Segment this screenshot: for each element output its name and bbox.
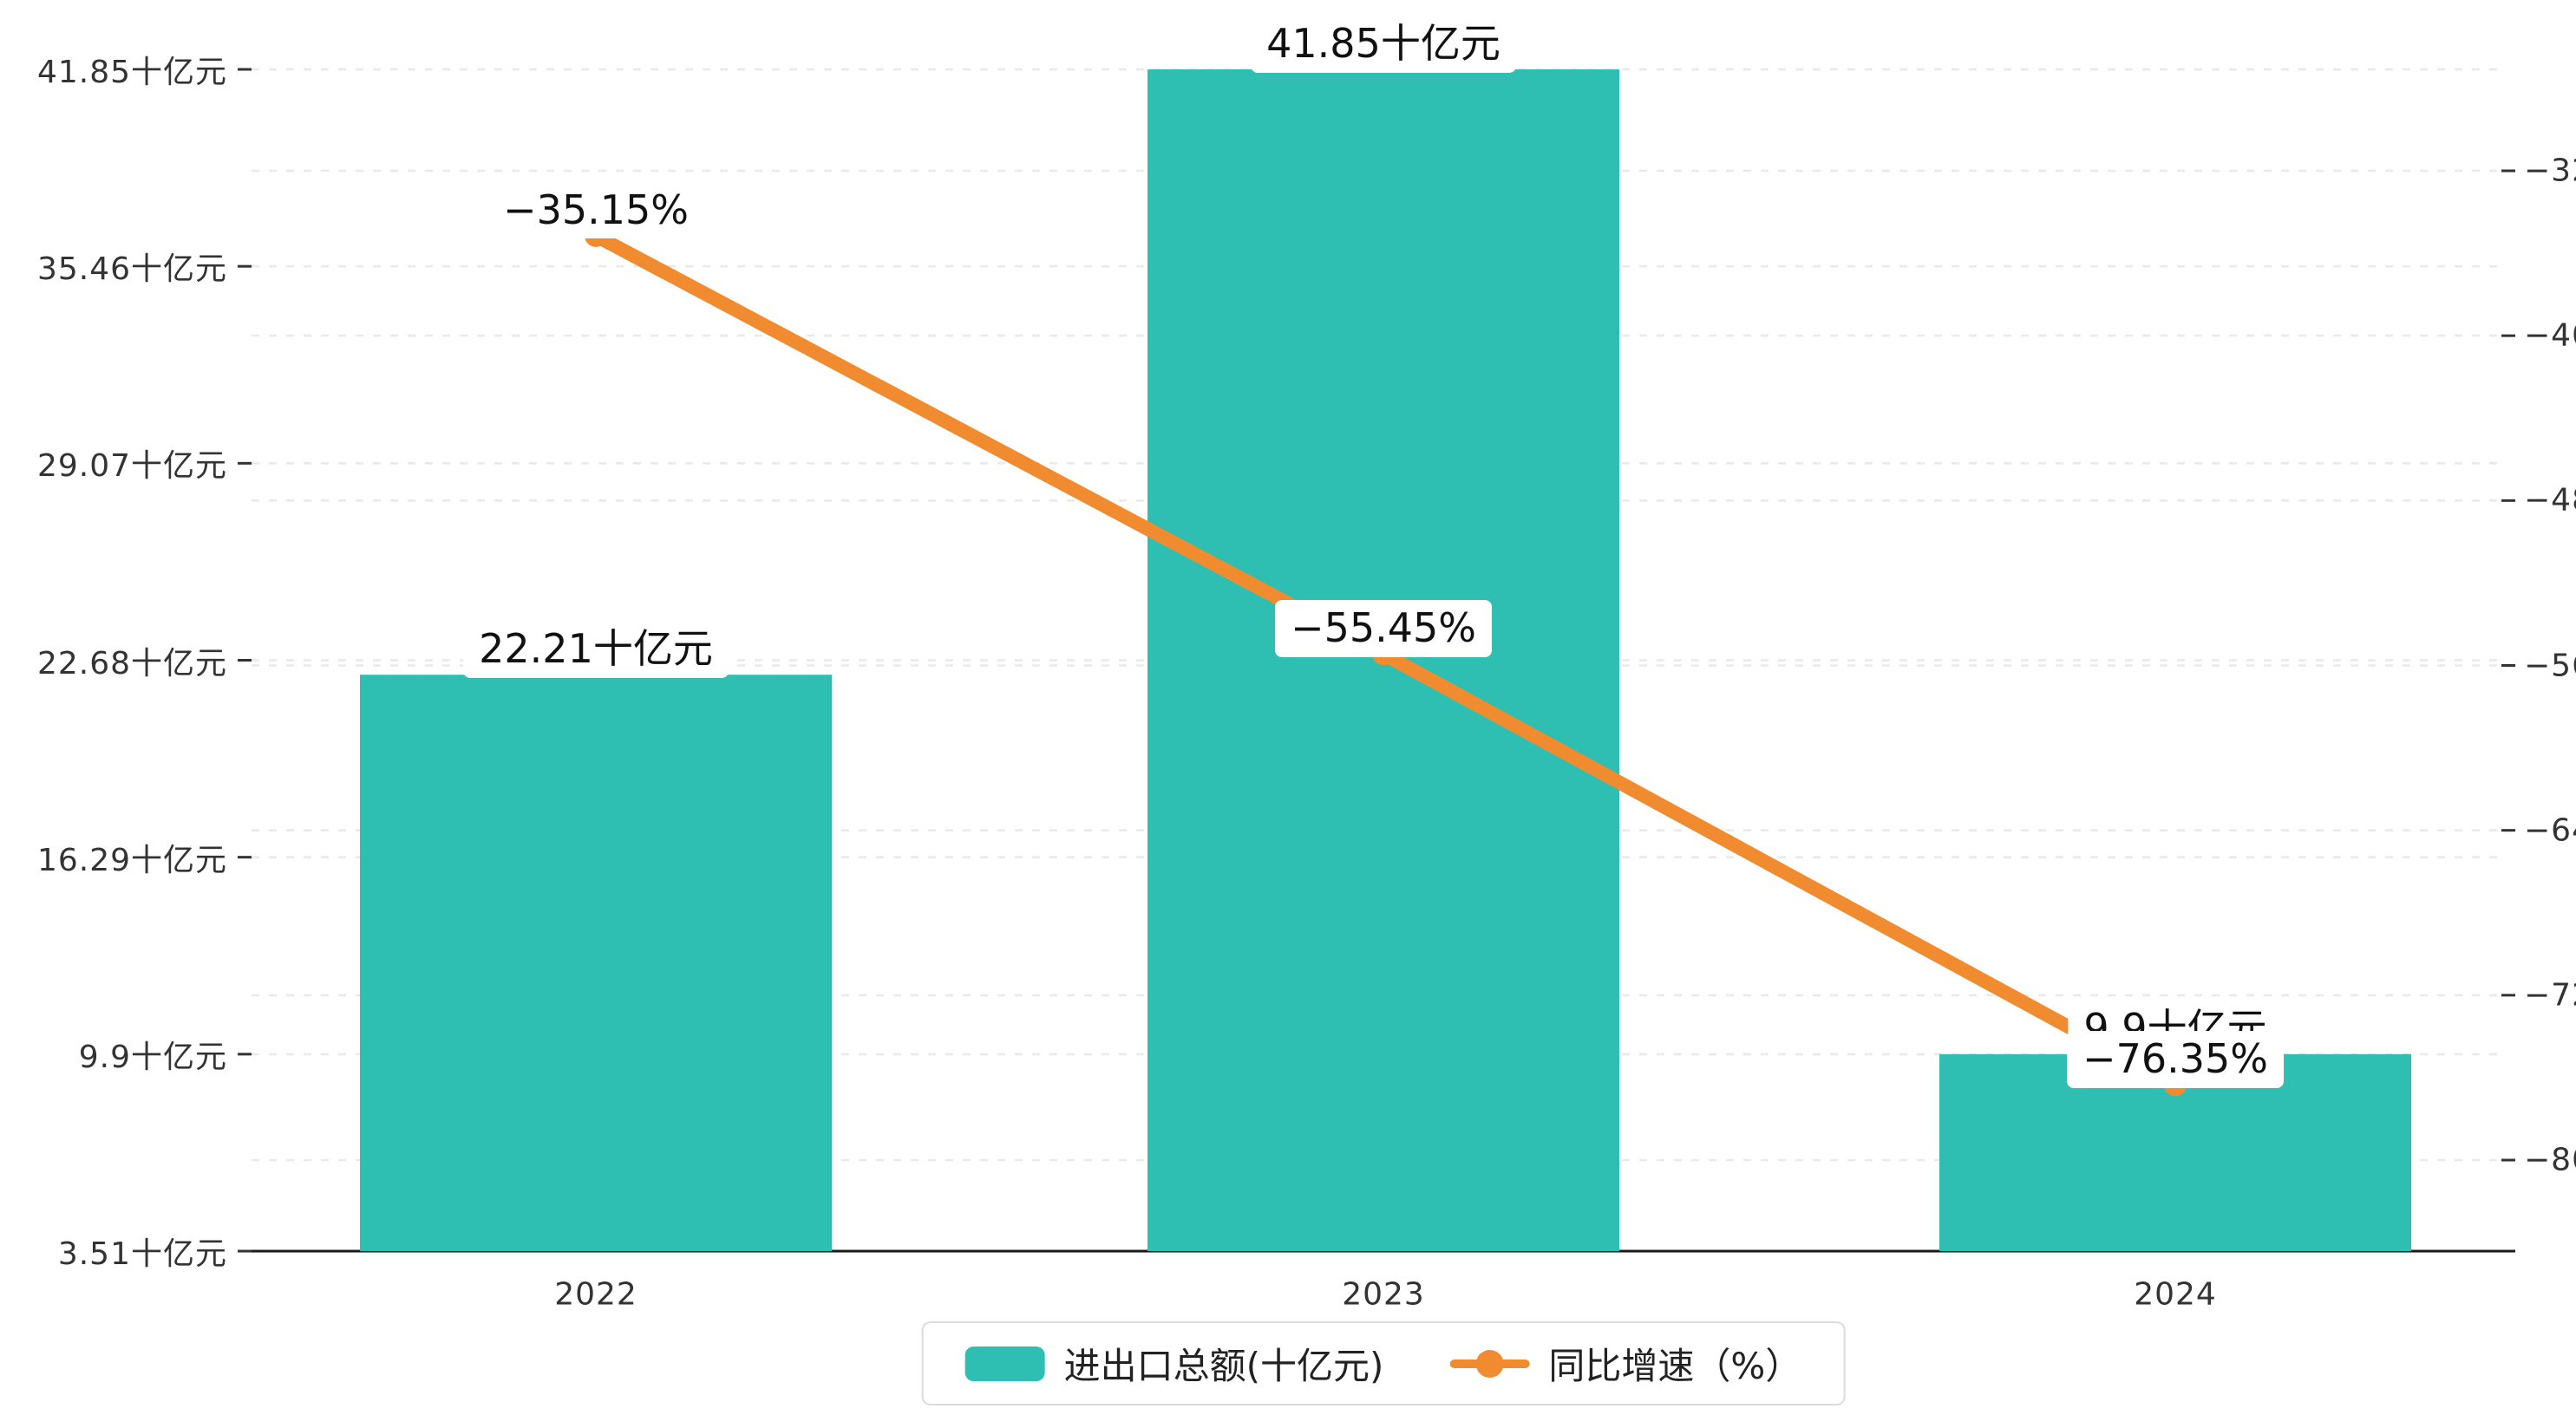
legend-line-marker-icon [1449,1349,1530,1378]
legend-item-growth[interactable]: 同比增速（%） [1449,1337,1801,1390]
legend-line-dot-icon [1475,1349,1504,1378]
bar-2022 [360,675,832,1251]
chart-legend: 进出口总额(十亿元) 同比增速（%） [921,1321,1846,1405]
growth-point-2023 [1372,642,1395,666]
legend-bar-swatch-icon [964,1346,1045,1381]
growth-point-2024 [2164,1073,2187,1097]
legend-item-total[interactable]: 进出口总额(十亿元) [964,1337,1384,1390]
growth-point-2022 [585,224,607,247]
legend-label-total: 进出口总额(十亿元) [1063,1345,1384,1387]
legend-label-growth: 同比增速（%） [1548,1345,1802,1387]
